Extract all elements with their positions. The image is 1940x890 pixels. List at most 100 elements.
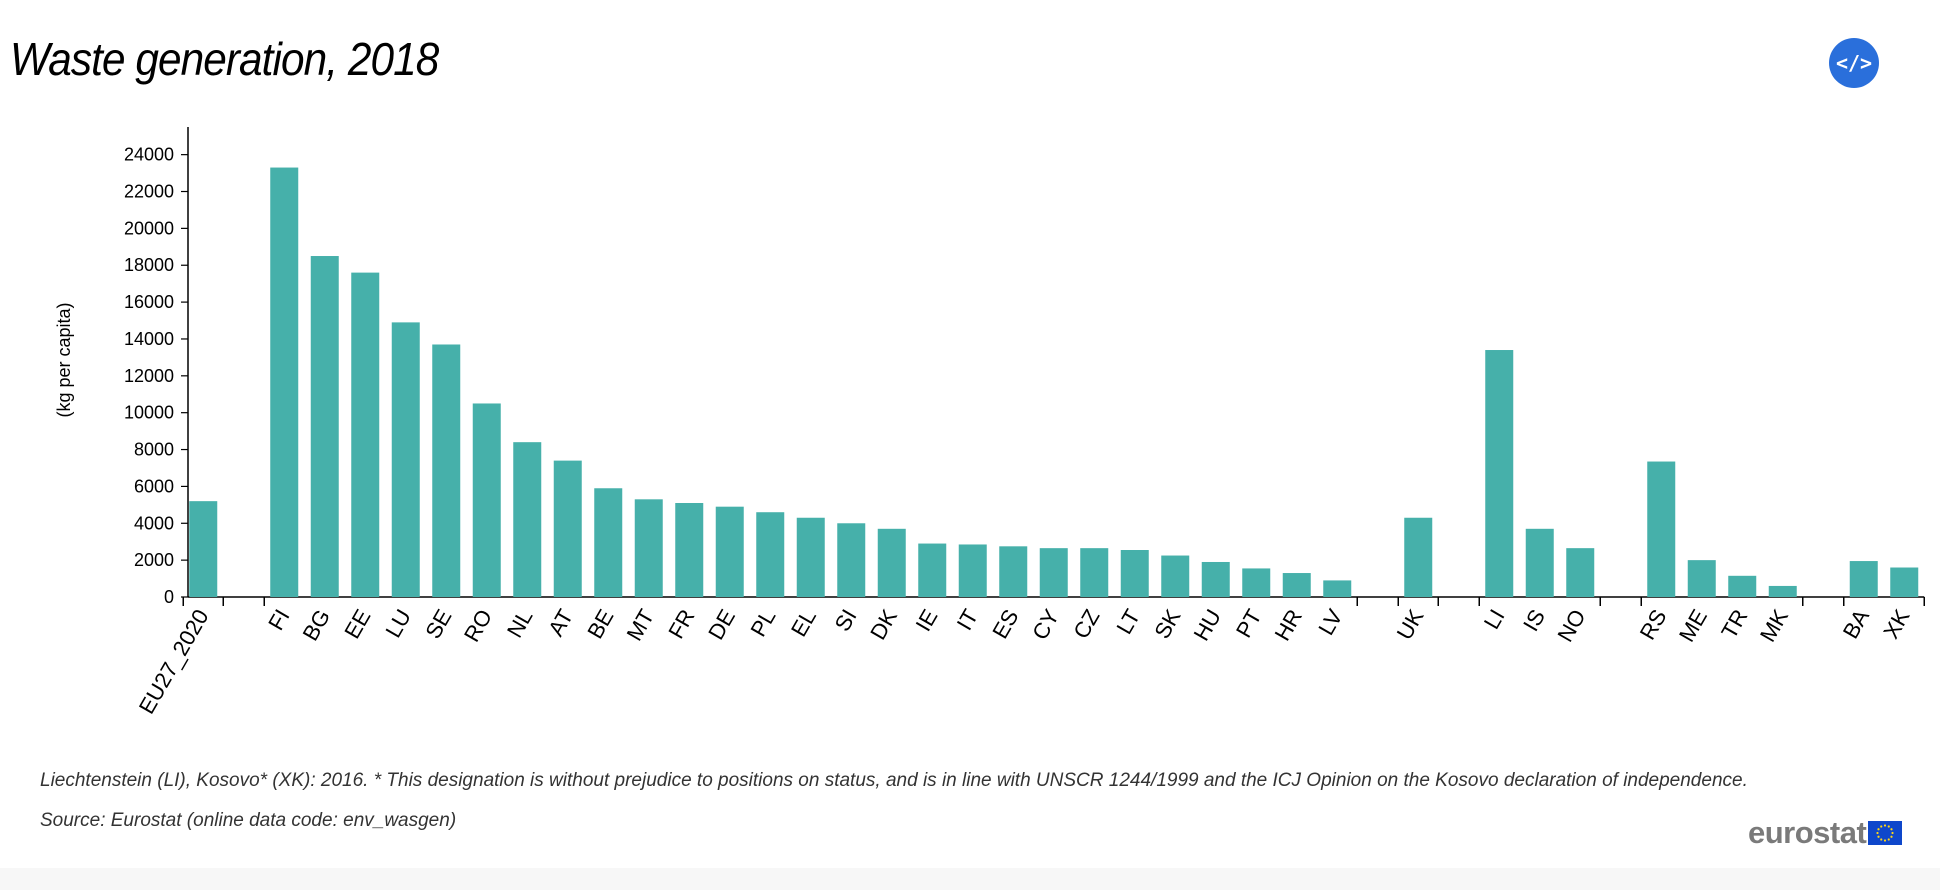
bar-it[interactable] — [958, 544, 987, 597]
x-tick-label: HU — [1189, 605, 1227, 645]
y-tick-label: 20000 — [124, 218, 174, 238]
x-tick-label: MK — [1755, 605, 1793, 646]
bar-lu[interactable] — [391, 322, 420, 597]
y-tick-label: 0 — [164, 587, 174, 607]
x-tick-label: FR — [663, 605, 699, 643]
bar-me[interactable] — [1687, 560, 1716, 597]
bar-eu27_2020[interactable] — [189, 501, 218, 597]
bar-rs[interactable] — [1647, 461, 1676, 597]
eu-star — [1880, 838, 1883, 841]
eu-star — [1877, 835, 1880, 838]
bar-se[interactable] — [432, 344, 461, 597]
x-tick-label: LU — [380, 605, 416, 642]
x-tick-label: SI — [830, 605, 862, 636]
x-tick-label: HR — [1270, 605, 1308, 645]
bar-is[interactable] — [1525, 528, 1554, 597]
x-tick-label: LI — [1479, 605, 1510, 633]
bar-el[interactable] — [796, 517, 825, 597]
bar-si[interactable] — [837, 523, 866, 597]
eu-star — [1891, 831, 1894, 835]
x-tick-label: IT — [952, 605, 983, 634]
bar-fr[interactable] — [675, 503, 704, 597]
x-tick-label: IS — [1518, 605, 1550, 636]
eu-star — [1887, 825, 1891, 828]
bar-pl[interactable] — [756, 512, 785, 597]
bar-dk[interactable] — [877, 528, 906, 597]
y-tick-label: 8000 — [134, 440, 174, 460]
bar-uk[interactable] — [1404, 517, 1433, 597]
bar-hr[interactable] — [1282, 573, 1311, 597]
x-tick-label: EU27_2020 — [134, 605, 214, 718]
x-tick-label: CY — [1027, 605, 1064, 644]
bar-tr[interactable] — [1728, 575, 1757, 597]
y-axis-label: (kg per capita) — [54, 302, 74, 417]
bar-mt[interactable] — [634, 499, 663, 597]
y-axis: 0 2000 4000 6000 8000 10000 12000 14000 16000 180… — [124, 127, 189, 607]
x-tick-label: XK — [1878, 605, 1914, 643]
eu-flag-icon — [1868, 821, 1903, 845]
x-tick-label: IE — [911, 605, 943, 636]
x-tick-label: DE — [703, 605, 740, 644]
bar-lv[interactable] — [1323, 580, 1352, 597]
y-tick-label: 10000 — [124, 403, 174, 423]
x-tick-label: BE — [582, 605, 618, 643]
x-tick-label: ES — [987, 605, 1023, 643]
bar-be[interactable] — [594, 488, 623, 597]
bar-ie[interactable] — [918, 543, 947, 597]
bar-fi[interactable] — [270, 167, 299, 598]
footer-band — [0, 868, 1940, 890]
bar-sk[interactable] — [1161, 555, 1190, 597]
eu-star — [1884, 839, 1887, 842]
bar-cz[interactable] — [1080, 548, 1109, 597]
source-note: Source: Eurostat (online data code: env_… — [40, 810, 457, 831]
bar-xk[interactable] — [1890, 567, 1919, 597]
x-tick-label: BA — [1838, 605, 1874, 643]
x-tick-label: BG — [298, 605, 336, 645]
x-tick-label: EL — [786, 605, 821, 641]
y-tick-label: 6000 — [134, 476, 174, 496]
eu-star — [1880, 825, 1883, 828]
x-tick-label: RO — [459, 605, 497, 646]
bar-ba[interactable] — [1849, 561, 1878, 597]
eu-star — [1884, 824, 1887, 827]
bar-bg[interactable] — [310, 256, 339, 597]
x-tick-label: DK — [865, 605, 902, 644]
y-tick-label: 4000 — [134, 513, 174, 533]
bar-es[interactable] — [999, 546, 1028, 597]
bar-no[interactable] — [1566, 548, 1595, 597]
x-tick-label: RS — [1635, 605, 1672, 644]
y-tick-label: 22000 — [124, 182, 174, 202]
bar-li[interactable] — [1485, 350, 1514, 597]
y-tick-label: 14000 — [124, 329, 174, 349]
eurostat-logo-text: eurostat — [1748, 815, 1867, 850]
bar-mk[interactable] — [1768, 585, 1797, 597]
x-tick-label: CZ — [1068, 605, 1104, 643]
eu-star — [1887, 838, 1891, 841]
x-tick-label: LT — [1111, 605, 1145, 638]
x-tick-label: PL — [745, 605, 780, 641]
bar-cy[interactable] — [1039, 548, 1068, 597]
bar-lt[interactable] — [1120, 550, 1149, 597]
chart-title: Waste generation, 2018 — [10, 33, 439, 85]
eurostat-logo[interactable]: eurostat — [1748, 815, 1903, 850]
y-tick-label: 16000 — [124, 292, 174, 312]
bar-at[interactable] — [553, 460, 582, 597]
x-tick-label: UK — [1392, 605, 1429, 644]
bar-de[interactable] — [715, 506, 744, 597]
x-tick-label: NO — [1552, 605, 1590, 646]
x-tick-label: SK — [1149, 605, 1185, 643]
bar-nl[interactable] — [513, 442, 542, 597]
embed-code-button[interactable]: </> — [1829, 38, 1879, 88]
bar-ee[interactable] — [351, 272, 380, 597]
x-tick-label: SE — [420, 605, 456, 643]
bar-ro[interactable] — [472, 403, 501, 597]
x-tick-label: FI — [263, 605, 294, 634]
y-tick-label: 12000 — [124, 366, 174, 386]
bar-pt[interactable] — [1242, 568, 1271, 597]
x-tick-label: ME — [1674, 605, 1712, 646]
y-tick-label: 2000 — [134, 550, 174, 570]
bar-hu[interactable] — [1201, 561, 1230, 597]
x-tick-label: AT — [543, 605, 578, 640]
x-tick-label: TR — [1716, 605, 1752, 643]
eu-star — [1876, 831, 1879, 835]
